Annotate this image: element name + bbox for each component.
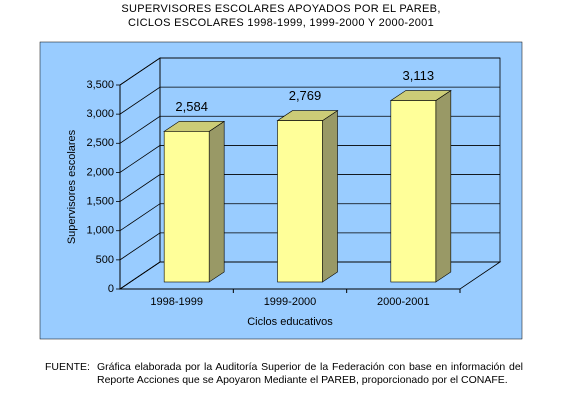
y-tick-label: 3,000	[86, 108, 114, 120]
y-tick-label: 2,500	[86, 137, 114, 149]
bar-side	[435, 89, 452, 283]
x-tick-label: 1999-2000	[264, 296, 317, 308]
bar	[277, 120, 323, 283]
footer-label: FUENTE:	[45, 361, 90, 373]
grid-line	[119, 115, 500, 144]
chart-subtitle: CICLOS ESCOLARES 1998-1999, 1999-2000 Y …	[128, 17, 434, 29]
value-label: 2,584	[175, 99, 208, 114]
x-tick-label: 1998-1999	[150, 296, 203, 308]
grid-line	[119, 261, 500, 290]
y-axis-label: Supervisores escolares	[66, 129, 78, 244]
chart-title: SUPERVISORES ESCOLARES APOYADOS POR EL P…	[121, 3, 440, 15]
y-tick-label: 500	[96, 254, 114, 266]
value-label: 2,769	[289, 88, 322, 103]
y-tick-label: 2,000	[86, 166, 114, 178]
y-tick-label: 1,000	[86, 225, 114, 237]
bar-side	[208, 120, 225, 283]
y-tick-label: 3,500	[86, 79, 114, 91]
grid-line	[119, 174, 500, 202]
grid-line	[119, 232, 500, 261]
y-tick-label: 1,500	[86, 195, 114, 207]
value-label: 3,113	[403, 68, 435, 83]
grid-line	[119, 86, 500, 115]
grid-line	[119, 145, 500, 173]
x-tick-label: 2000-2001	[377, 296, 430, 308]
footer: FUENTE: Gráfica elaborada por la Auditor…	[45, 361, 523, 387]
grid-line	[119, 203, 500, 232]
footer-text: Gráfica elaborada por la Auditoría Super…	[97, 361, 523, 386]
chart: SUPERVISORES ESCOLARES APOYADOS POR EL P…	[39, 3, 523, 340]
x-axis-label: Ciclos educativos	[247, 316, 333, 328]
bar	[163, 131, 210, 283]
y-tick-label: 0	[108, 283, 114, 295]
bar-side	[322, 110, 338, 283]
bar	[390, 100, 437, 283]
grid-line	[119, 57, 500, 86]
